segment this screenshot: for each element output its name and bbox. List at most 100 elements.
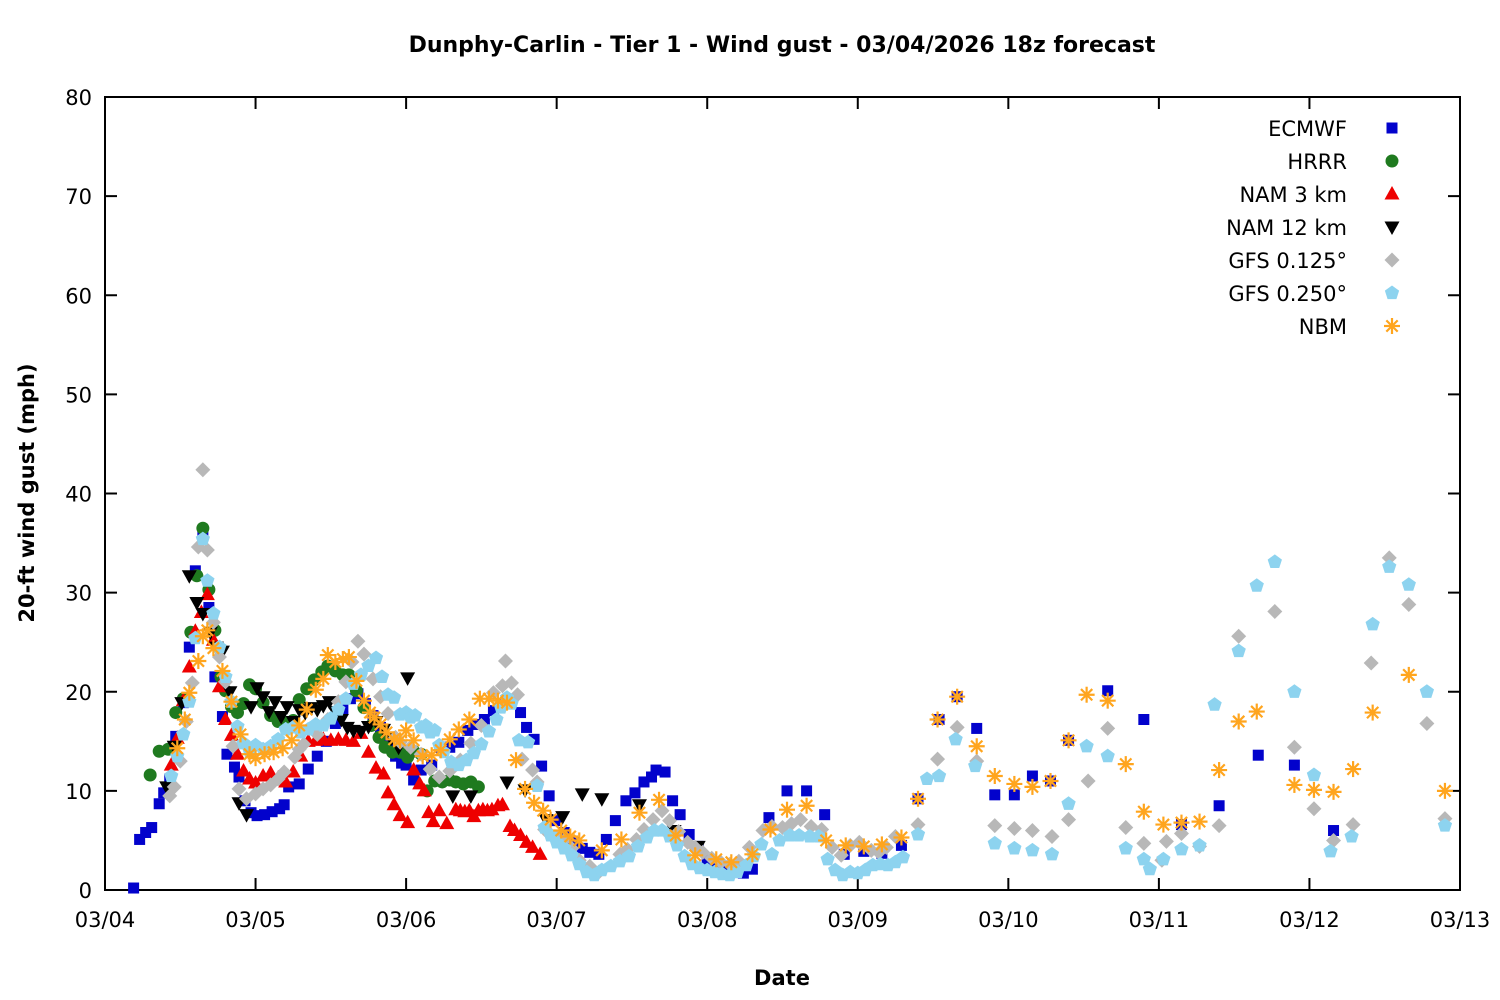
- data-point: [392, 807, 408, 822]
- series-nbm: [169, 622, 1453, 871]
- data-point: [1306, 801, 1322, 817]
- data-point: [949, 719, 965, 735]
- y-tick-label: 10: [65, 780, 92, 804]
- data-point: [340, 649, 357, 666]
- data-point: [203, 601, 215, 613]
- data-point: [445, 790, 461, 804]
- data-point: [338, 691, 354, 705]
- series-gfs-0-125-: [162, 462, 1453, 880]
- data-point: [164, 768, 179, 783]
- data-point: [400, 759, 412, 771]
- y-tick-label: 80: [65, 86, 92, 110]
- data-point: [474, 736, 489, 751]
- data-point: [398, 722, 415, 739]
- data-point: [368, 760, 384, 774]
- data-point: [820, 851, 835, 866]
- data-point: [146, 822, 158, 834]
- data-point: [873, 836, 890, 853]
- data-point: [360, 720, 376, 735]
- y-axis-label: 20-ft wind gust (mph): [15, 363, 39, 622]
- data-point: [1061, 812, 1077, 828]
- data-point: [1328, 825, 1340, 837]
- data-point: [1006, 821, 1022, 837]
- data-point: [380, 784, 396, 799]
- data-point: [1138, 714, 1150, 726]
- legend-label: HRRR: [1287, 150, 1347, 174]
- data-point: [487, 705, 499, 717]
- y-tick-label: 20: [65, 681, 92, 705]
- data-point: [1191, 813, 1208, 830]
- data-point: [195, 531, 210, 546]
- data-point: [223, 693, 240, 710]
- legend-marker-triangle-up-icon: [1384, 186, 1400, 200]
- x-axis-label: Date: [754, 966, 810, 990]
- data-point: [910, 826, 926, 841]
- data-point: [1286, 739, 1302, 755]
- data-point: [236, 763, 252, 777]
- data-point: [405, 732, 422, 749]
- data-point: [638, 776, 650, 788]
- data-point: [431, 802, 447, 817]
- data-point: [508, 752, 525, 769]
- data-point: [708, 851, 725, 868]
- data-point: [158, 787, 170, 799]
- data-point: [723, 854, 740, 871]
- x-tick-label: 03/09: [828, 908, 889, 932]
- data-point: [223, 727, 239, 741]
- data-point: [910, 790, 926, 807]
- data-point: [542, 811, 559, 828]
- data-point: [1381, 550, 1397, 566]
- legend-marker-pentagon-icon: [1384, 285, 1400, 300]
- data-point: [489, 712, 504, 726]
- data-point: [261, 706, 277, 720]
- legend: ECMWF HRRR NAM 3 km NAM 12 km GFS 0.125° GFS …: [1226, 117, 1400, 339]
- data-point: [225, 738, 241, 754]
- data-point: [406, 762, 422, 776]
- data-point: [1156, 851, 1171, 866]
- data-point: [1287, 684, 1302, 698]
- data-point: [421, 804, 437, 819]
- data-point: [746, 863, 758, 875]
- data-point: [189, 597, 205, 611]
- data-point: [229, 746, 245, 760]
- data-point: [293, 778, 305, 790]
- data-point: [1135, 803, 1152, 820]
- data-point: [517, 780, 534, 797]
- data-point: [971, 722, 983, 734]
- data-point: [283, 732, 300, 749]
- x-tick-label: 03/08: [677, 908, 738, 932]
- data-point: [484, 801, 500, 816]
- data-point: [432, 742, 449, 759]
- data-point: [251, 810, 263, 822]
- data-point: [199, 586, 215, 601]
- data-point: [199, 542, 215, 558]
- data-point: [1044, 828, 1060, 844]
- data-point: [1207, 697, 1222, 711]
- data-point: [249, 682, 265, 696]
- data-point: [1158, 833, 1174, 849]
- x-tick-label: 03/05: [225, 908, 286, 932]
- data-point: [259, 809, 271, 821]
- data-point: [140, 827, 152, 839]
- data-point: [380, 706, 396, 722]
- data-point: [1400, 666, 1417, 683]
- data-point: [360, 744, 376, 758]
- legend-entry-hrrr: HRRR: [1287, 150, 1399, 174]
- data-point: [376, 766, 392, 780]
- data-point: [543, 790, 555, 802]
- data-point: [1267, 554, 1282, 568]
- data-point: [243, 701, 259, 715]
- data-point: [400, 672, 416, 686]
- data-point: [1344, 828, 1359, 843]
- legend-marker-triangle-down-icon: [1384, 221, 1400, 235]
- data-point: [1401, 577, 1416, 591]
- data-point: [1211, 818, 1227, 834]
- data-point: [255, 691, 271, 705]
- data-point: [629, 787, 641, 799]
- data-point: [651, 791, 668, 808]
- data-point: [1118, 820, 1134, 836]
- data-point: [1248, 703, 1265, 720]
- data-point: [315, 670, 332, 687]
- chart-title: Dunphy-Carlin - Tier 1 - Wind gust - 03/…: [409, 33, 1156, 58]
- data-point: [278, 773, 294, 788]
